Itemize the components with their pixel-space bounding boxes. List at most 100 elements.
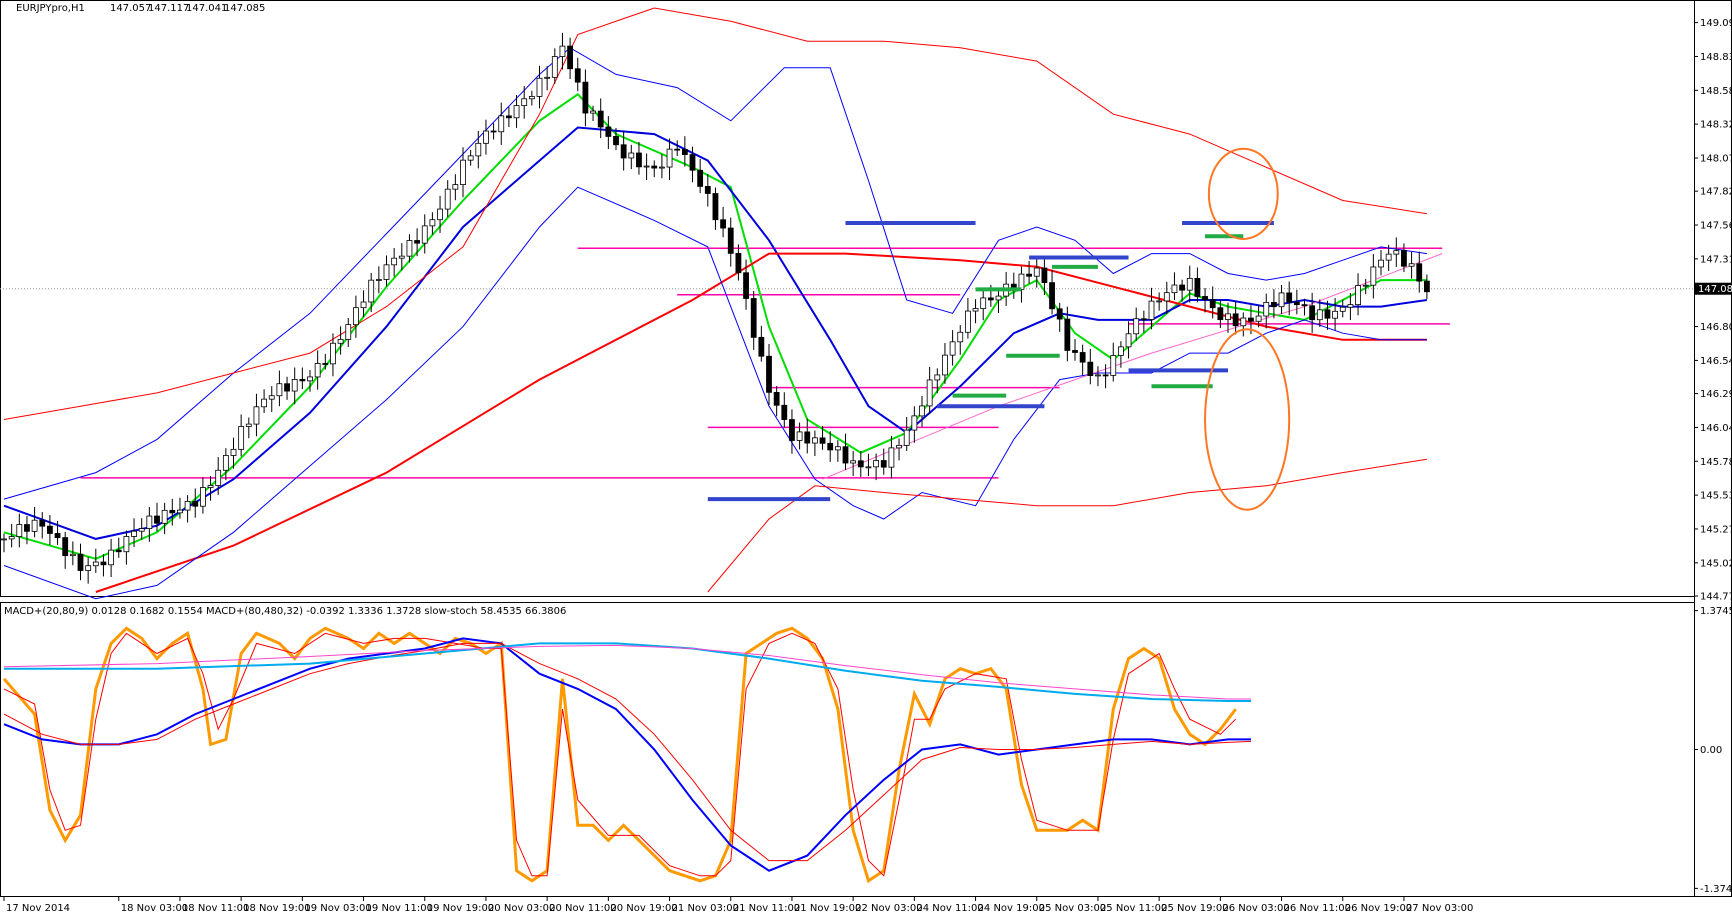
candle-body bbox=[47, 525, 53, 534]
series-macd-slow bbox=[4, 642, 1251, 702]
candle-body bbox=[307, 376, 313, 382]
candle-body bbox=[169, 509, 176, 514]
candle-body bbox=[1385, 253, 1392, 261]
candle-body bbox=[689, 154, 696, 171]
candle-body bbox=[1309, 305, 1316, 321]
time-tick-label: 25 Nov 11:00 bbox=[1100, 903, 1167, 914]
candle-body bbox=[697, 169, 704, 187]
price-tick-label: 148.325 bbox=[1700, 120, 1732, 131]
price-tick-label: 146.800 bbox=[1700, 322, 1732, 333]
candle-body bbox=[1393, 250, 1400, 255]
time-tick-label: 19 Nov 03:00 bbox=[304, 903, 371, 914]
time-tick-label: 22 Nov 03:00 bbox=[855, 903, 922, 914]
time-tick-label: 17 Nov 2014 bbox=[6, 903, 70, 914]
price-tick-label: 145.275 bbox=[1700, 524, 1732, 535]
candle-body bbox=[452, 184, 459, 190]
candle-body bbox=[559, 45, 566, 57]
candle-body bbox=[880, 460, 887, 468]
candle-body bbox=[1148, 300, 1155, 320]
candle-body bbox=[888, 447, 895, 468]
main-panel-title: EURJPYpro,H1 bbox=[16, 3, 85, 14]
candle-body bbox=[414, 240, 421, 244]
time-tick-label: 20 Nov 11:00 bbox=[549, 903, 616, 914]
candle-body bbox=[666, 148, 673, 168]
candle-body bbox=[743, 272, 749, 299]
candle-body bbox=[253, 406, 260, 425]
candle-body bbox=[1026, 273, 1032, 277]
time-tick-label: 24 Nov 11:00 bbox=[916, 903, 983, 914]
macd-panel bbox=[2, 626, 1252, 884]
candle-body bbox=[1140, 318, 1147, 321]
candle-body bbox=[1362, 284, 1369, 287]
candle-body bbox=[934, 374, 941, 381]
candle-body bbox=[605, 126, 612, 137]
price-tick-label: 144.770 bbox=[1700, 592, 1732, 603]
candle-body bbox=[1, 538, 7, 541]
candle-body bbox=[1186, 277, 1193, 291]
candle-body bbox=[965, 310, 971, 333]
candle-body bbox=[704, 186, 711, 194]
candle-body bbox=[727, 227, 734, 254]
candle-body bbox=[383, 264, 390, 280]
candle-body bbox=[911, 415, 918, 431]
candle-body bbox=[1087, 361, 1094, 376]
time-tick-label: 24 Nov 19:00 bbox=[978, 903, 1045, 914]
indicator-trend-line bbox=[822, 253, 1443, 480]
candle-body bbox=[896, 444, 902, 449]
price-tick-label: 149.090 bbox=[1700, 18, 1732, 29]
time-tick-label: 25 Nov 19:00 bbox=[1161, 903, 1228, 914]
candle-body bbox=[238, 426, 245, 450]
ohlc-close: 147.085 bbox=[224, 3, 265, 14]
price-axis: 149.090 148.835 148.580 148.325 148.070 147.8… bbox=[1694, 18, 1732, 895]
time-tick-label: 20 Nov 03:00 bbox=[488, 903, 555, 914]
candle-body bbox=[987, 297, 994, 301]
candle-body bbox=[1416, 263, 1423, 282]
time-tick-label: 25 Nov 03:00 bbox=[1039, 903, 1106, 914]
candle-body bbox=[674, 148, 681, 151]
candle-body bbox=[834, 446, 841, 451]
candle-body bbox=[528, 96, 535, 100]
candle-body bbox=[391, 257, 398, 266]
candle-body bbox=[567, 45, 573, 70]
candle-body bbox=[1301, 304, 1308, 307]
candle-body bbox=[1217, 307, 1224, 321]
candle-body bbox=[521, 98, 528, 107]
candle-body bbox=[582, 81, 589, 114]
candle-body bbox=[1064, 318, 1071, 351]
candle-body bbox=[498, 115, 505, 133]
price-tick-label: 148.580 bbox=[1700, 86, 1732, 97]
time-tick-label: 18 Nov 19:00 bbox=[243, 903, 310, 914]
main-panel bbox=[0, 7, 1694, 600]
indicator-upper-band-blue bbox=[3, 47, 1427, 500]
candle-body bbox=[398, 255, 405, 259]
candle-body bbox=[505, 115, 512, 119]
candle-body bbox=[597, 110, 604, 128]
candle-body bbox=[161, 509, 168, 524]
candle-body bbox=[421, 225, 428, 244]
candle-body bbox=[437, 208, 443, 221]
candle-body bbox=[184, 501, 191, 511]
candle-body bbox=[429, 219, 436, 227]
candle-body bbox=[360, 301, 367, 309]
candle-body bbox=[980, 297, 987, 309]
candle-body bbox=[574, 68, 581, 83]
candle-body bbox=[1033, 267, 1040, 277]
candle-body bbox=[620, 144, 627, 159]
candle-body bbox=[659, 166, 665, 169]
ohlc-low: 147.041 bbox=[186, 3, 227, 14]
candle-body bbox=[819, 437, 826, 444]
candle-body bbox=[1424, 280, 1430, 293]
current-price-label: 147.085 bbox=[1698, 284, 1732, 295]
candle-body bbox=[781, 404, 788, 420]
candle-body bbox=[39, 519, 46, 527]
candle-body bbox=[758, 336, 765, 357]
candle-body bbox=[490, 130, 497, 133]
candle-body bbox=[1347, 304, 1354, 308]
candle-body bbox=[1332, 310, 1338, 319]
candle-body bbox=[812, 437, 818, 444]
indicator-red-ma bbox=[95, 252, 1427, 593]
candle-body bbox=[636, 152, 642, 168]
candle-body bbox=[299, 379, 306, 382]
candle-body bbox=[16, 524, 23, 537]
price-tick-label: 146.545 bbox=[1700, 356, 1732, 367]
